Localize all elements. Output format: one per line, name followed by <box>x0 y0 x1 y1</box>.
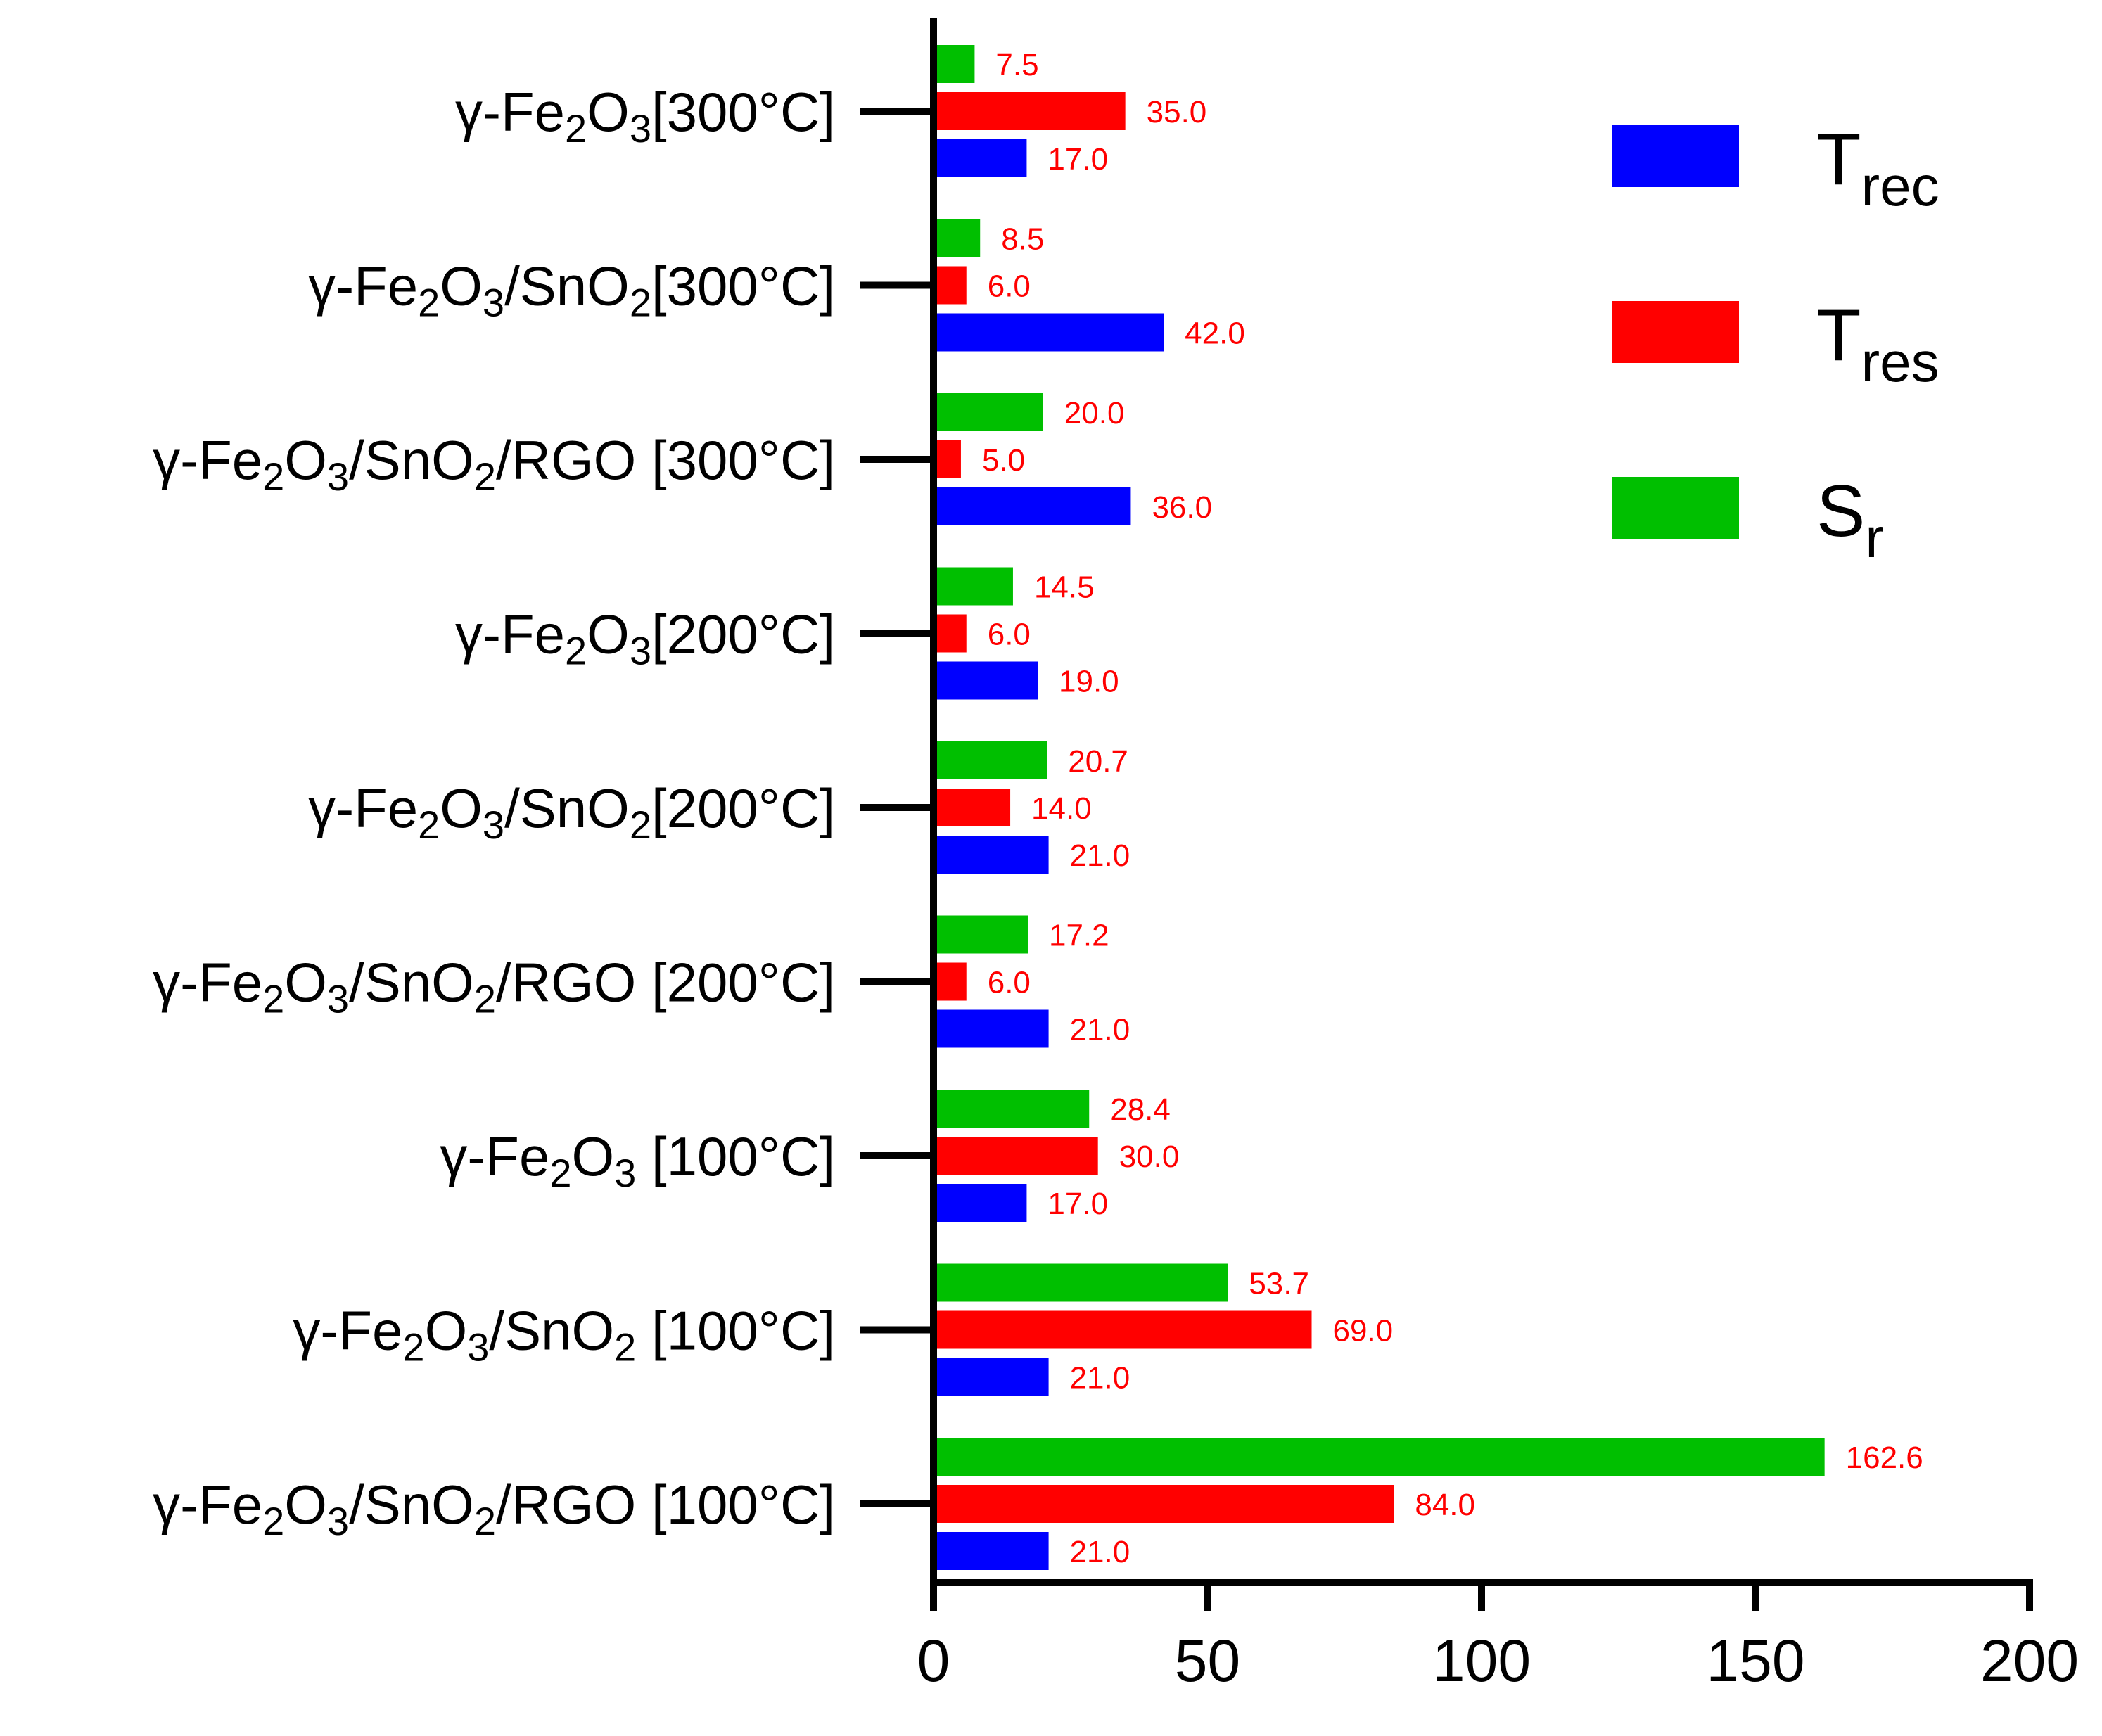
data-label: 5.0 <box>982 443 1025 478</box>
data-label: 84.0 <box>1415 1488 1475 1522</box>
data-label: 28.4 <box>1110 1092 1171 1127</box>
bar-trec-7 <box>937 1358 1049 1396</box>
bar-sr-3 <box>937 567 1013 606</box>
data-label: 14.0 <box>1031 791 1092 826</box>
category-labels: γ-Fe2O3[300°C] γ-Fe2O3/SnO2[300°C] γ-Fe2O3… <box>153 81 835 1543</box>
bar-sr-7 <box>937 1263 1228 1302</box>
bar-tres-1 <box>937 266 967 305</box>
legend-label-sr: Sr <box>1816 471 1884 569</box>
category-label: γ-Fe2O3/SnO2[300°C] <box>308 255 835 325</box>
bar-sr-0 <box>937 45 975 83</box>
data-label: 6.0 <box>988 618 1031 652</box>
category-label: γ-Fe2O3[200°C] <box>455 604 835 673</box>
category-label: γ-Fe2O3/SnO2/RGO [300°C] <box>153 429 835 499</box>
bar-tres-3 <box>937 614 967 653</box>
axes: 0 50 100 150 200 <box>860 18 2079 1694</box>
bar-sr-2 <box>937 393 1043 431</box>
bar-sr-4 <box>937 741 1047 779</box>
bar-tres-8 <box>937 1485 1394 1523</box>
bar-sr-1 <box>937 219 981 257</box>
data-label: 6.0 <box>988 269 1031 304</box>
data-label: 6.0 <box>988 966 1031 1000</box>
bar-sr-5 <box>937 915 1028 954</box>
bar-tres-5 <box>937 962 967 1001</box>
data-label: 20.0 <box>1064 396 1125 430</box>
data-label: 162.6 <box>1846 1441 1923 1475</box>
bar-tres-2 <box>937 440 961 478</box>
bar-trec-6 <box>937 1184 1027 1222</box>
data-label: 20.7 <box>1068 744 1128 779</box>
data-label: 19.0 <box>1059 665 1119 699</box>
bar-tres-7 <box>937 1310 1312 1349</box>
category-label: γ-Fe2O3/SnO2/RGO [100°C] <box>153 1474 835 1543</box>
data-label: 21.0 <box>1070 838 1130 873</box>
category-label: γ-Fe2O3/SnO2[200°C] <box>308 777 835 847</box>
x-tick-label: 200 <box>1980 1628 2079 1694</box>
legend-label-trec: Trec <box>1816 119 1939 217</box>
category-label: γ-Fe2O3 [100°C] <box>440 1125 835 1195</box>
data-label: 7.5 <box>995 48 1038 82</box>
data-label: 14.5 <box>1034 570 1095 605</box>
legend: Trec Tres Sr <box>1612 119 1939 569</box>
bar-tres-0 <box>937 92 1126 130</box>
bar-trec-0 <box>937 139 1027 177</box>
data-label: 21.0 <box>1070 1535 1130 1569</box>
category-label: γ-Fe2O3/SnO2 [100°C] <box>293 1300 835 1370</box>
bar-sr-8 <box>937 1438 1825 1476</box>
legend-label-tres: Tres <box>1816 295 1939 393</box>
plot-area: 17.035.07.542.06.08.536.05.020.019.06.01… <box>937 45 1923 1570</box>
data-label: 53.7 <box>1249 1267 1309 1301</box>
legend-swatch-tres <box>1612 301 1739 363</box>
bar-trec-5 <box>937 1009 1049 1048</box>
bar-tres-4 <box>937 789 1011 826</box>
data-label: 8.5 <box>1001 222 1044 257</box>
x-tick-label: 0 <box>917 1628 950 1694</box>
data-label: 69.0 <box>1333 1314 1394 1348</box>
x-tick-label: 150 <box>1706 1628 1804 1694</box>
data-label: 36.0 <box>1152 490 1212 525</box>
data-label: 35.0 <box>1147 95 1207 129</box>
data-label: 21.0 <box>1070 1013 1130 1047</box>
category-label: γ-Fe2O3/SnO2/RGO [200°C] <box>153 952 835 1021</box>
data-label: 17.2 <box>1049 919 1109 953</box>
bar-trec-4 <box>937 836 1049 874</box>
data-label: 21.0 <box>1070 1361 1130 1396</box>
bar-sr-6 <box>937 1090 1090 1128</box>
category-label: γ-Fe2O3[300°C] <box>455 81 835 151</box>
x-tick-label: 100 <box>1432 1628 1531 1694</box>
x-tick-label: 50 <box>1175 1628 1240 1694</box>
bar-trec-1 <box>937 313 1164 352</box>
bar-trec-8 <box>937 1532 1049 1570</box>
legend-swatch-sr <box>1612 477 1739 539</box>
data-label: 17.0 <box>1047 1187 1108 1221</box>
bar-trec-2 <box>937 487 1131 525</box>
bar-tres-6 <box>937 1137 1098 1175</box>
data-label: 17.0 <box>1047 142 1108 177</box>
data-label: 42.0 <box>1185 317 1245 351</box>
data-label: 30.0 <box>1119 1140 1180 1174</box>
bar-trec-3 <box>937 661 1038 700</box>
legend-swatch-trec <box>1612 125 1739 187</box>
